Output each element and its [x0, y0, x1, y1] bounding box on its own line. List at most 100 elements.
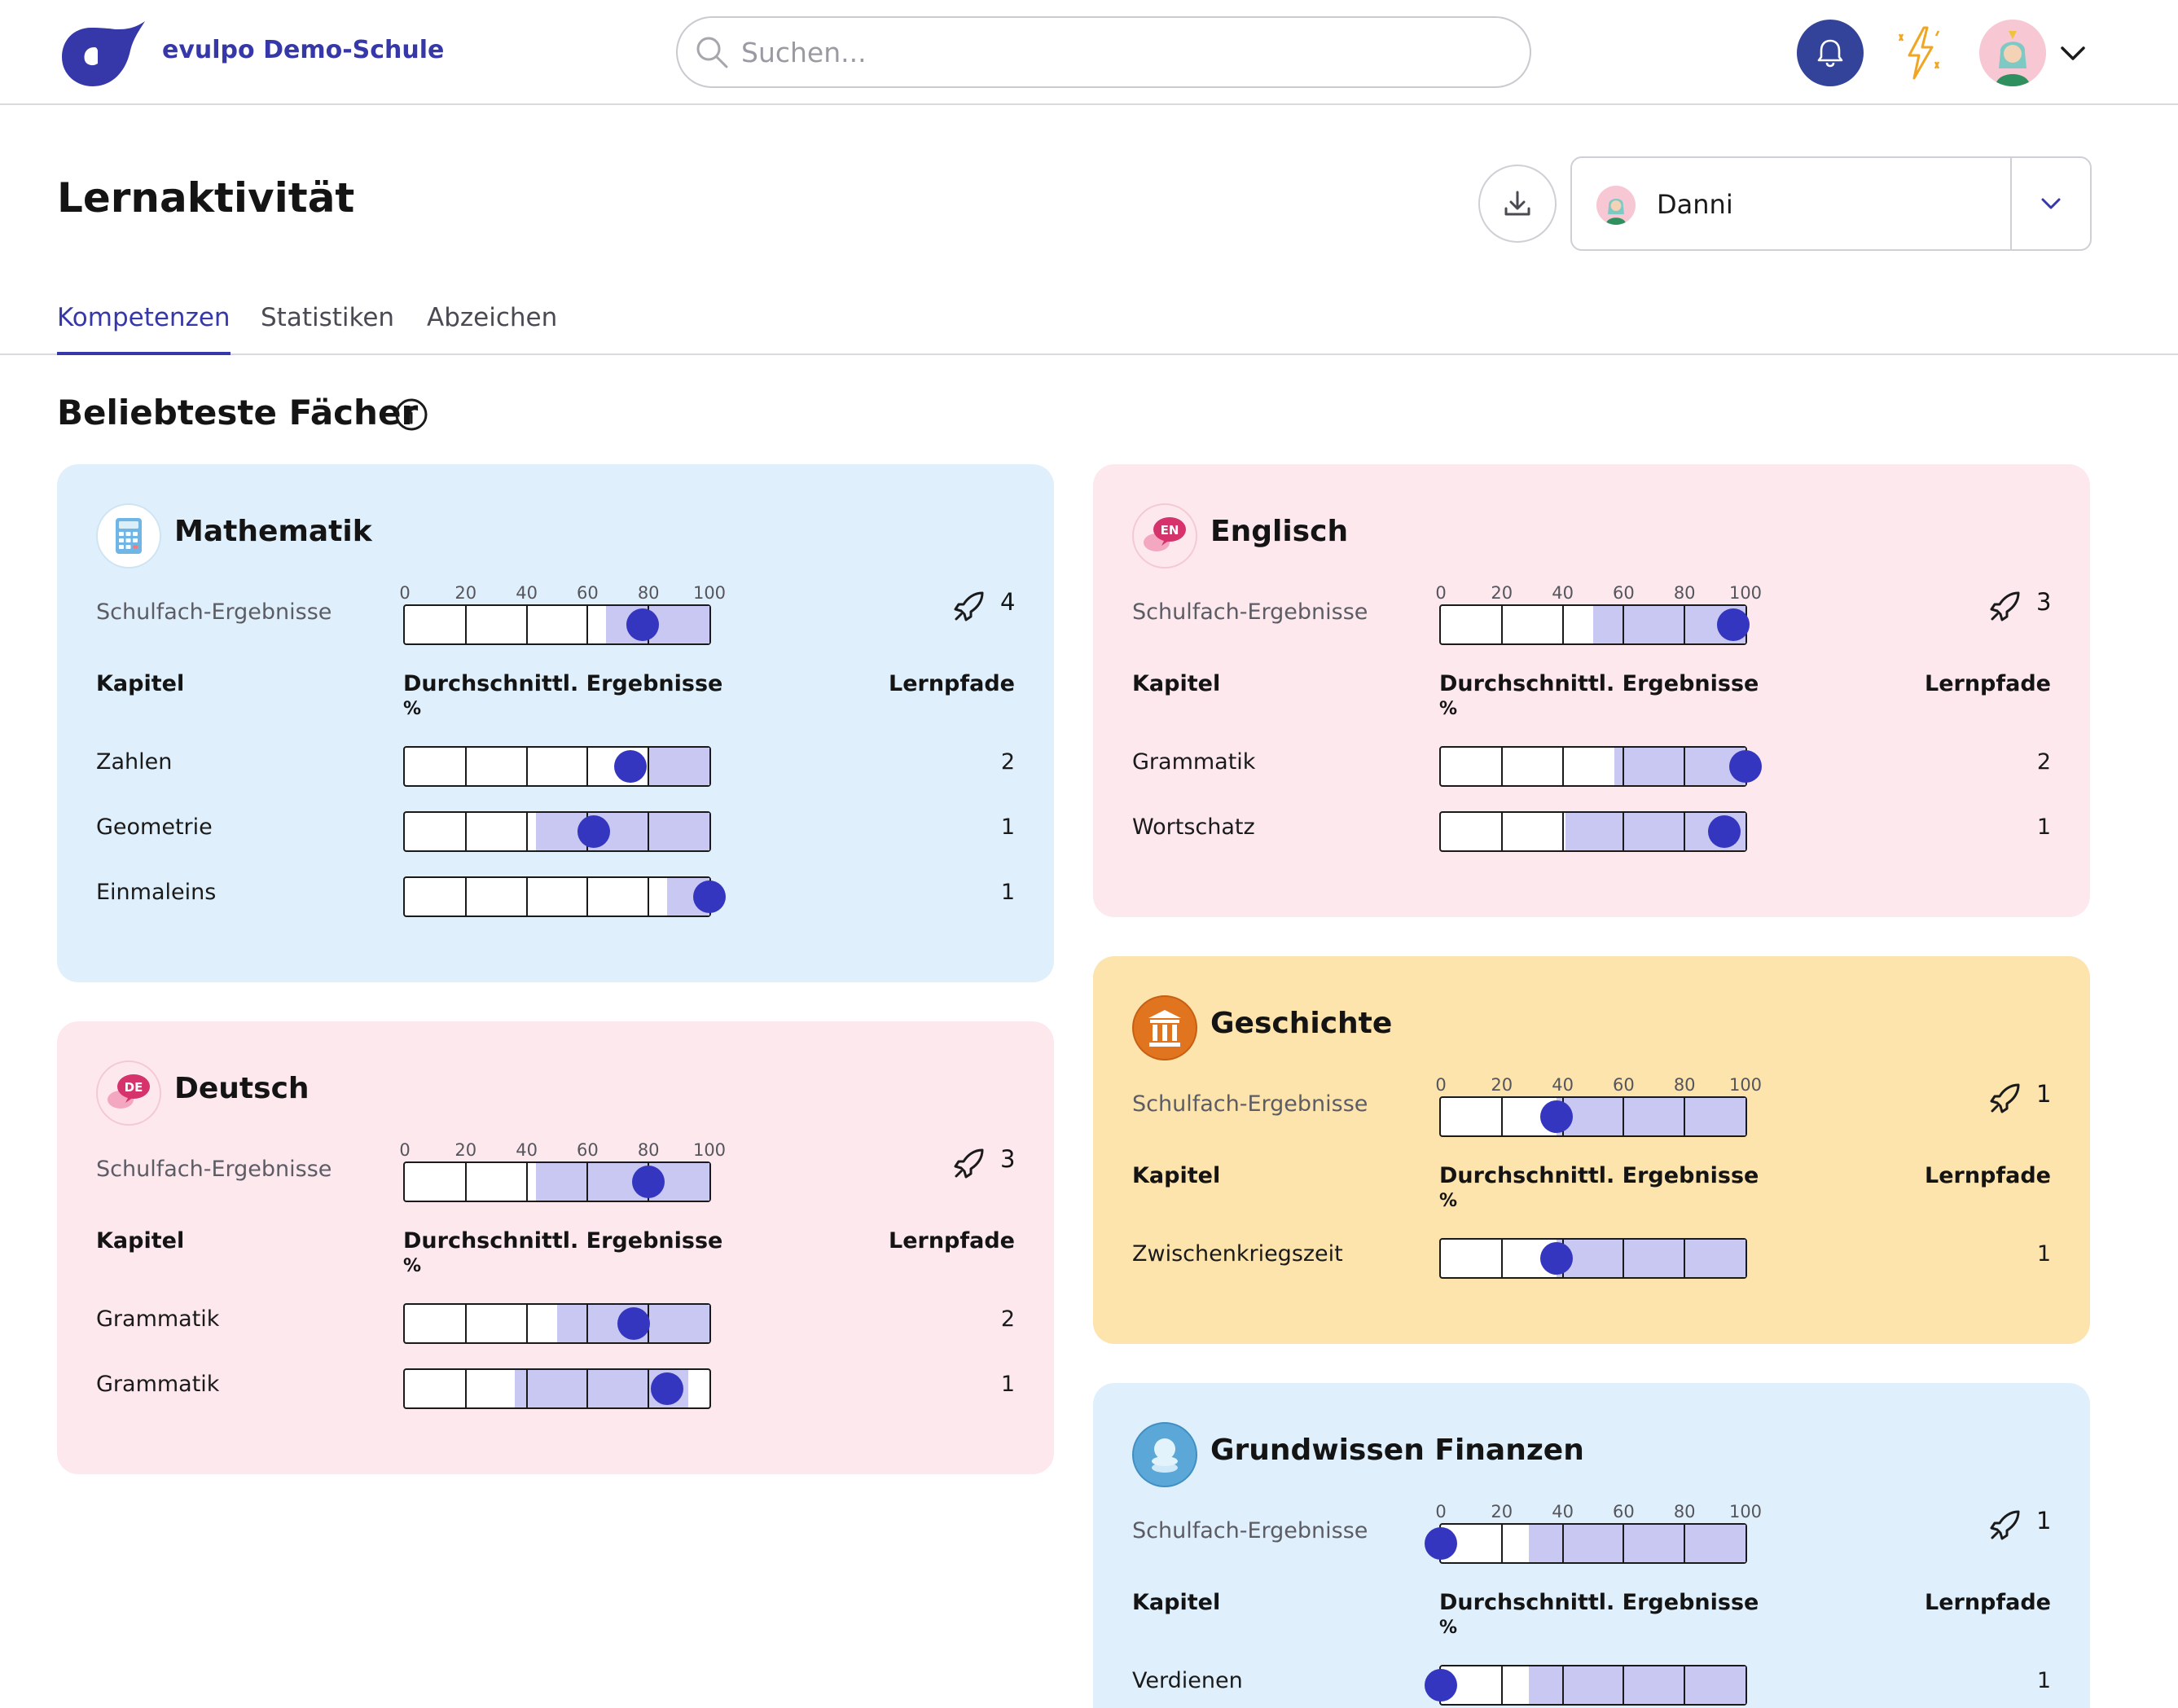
- bar-segment-divider: [1500, 813, 1503, 850]
- scale-ticks: 0 20 40 60 80 100: [399, 1140, 726, 1160]
- column-header-percent: %: [403, 1256, 422, 1276]
- bar-segment-divider: [648, 1370, 650, 1407]
- chapter-name: Zahlen: [96, 749, 173, 775]
- scale-tick: 80: [637, 1140, 660, 1160]
- bar-segment-divider: [464, 1305, 467, 1342]
- column-header-chapter: Kapitel: [96, 1228, 185, 1254]
- average-marker: [1707, 815, 1741, 848]
- scale-tick: 40: [516, 1140, 538, 1160]
- scale-tick: 40: [1552, 583, 1574, 603]
- tab-statistiken[interactable]: Statistiken: [261, 303, 395, 332]
- bar-segment-divider: [648, 748, 650, 785]
- scale-tick: 80: [637, 583, 660, 603]
- svg-text:EN: EN: [1161, 523, 1179, 538]
- column-header-percent: %: [1439, 699, 1458, 719]
- bar-segment-divider: [525, 878, 528, 915]
- subject-card[interactable]: Geschichte Schulfach-Ergebnisse 0 20 40 60 80 1…: [1093, 956, 2090, 1344]
- info-icon[interactable]: [394, 397, 428, 432]
- en-speech-icon: EN: [1132, 503, 1197, 569]
- chevron-down-icon[interactable]: [2035, 187, 2067, 220]
- subject-result-bar: [403, 604, 711, 645]
- bar-segment-divider: [464, 878, 467, 915]
- scale-tick: 20: [1491, 1075, 1513, 1095]
- section-title: Beliebteste Fächer: [57, 393, 419, 432]
- coins-icon: [1132, 1422, 1197, 1487]
- select-divider: [2010, 158, 2012, 249]
- average-marker: [1729, 750, 1762, 783]
- bar-segment-divider: [525, 1305, 528, 1342]
- column-header-chapter: Kapitel: [1132, 1163, 1221, 1188]
- bar-segment-divider: [1684, 1525, 1686, 1562]
- results-label: Schulfach-Ergebnisse: [1132, 1091, 1368, 1117]
- learning-paths-count: 3: [1000, 1145, 1016, 1173]
- scale-tick: 100: [692, 583, 727, 603]
- bar-segment-divider: [464, 813, 467, 850]
- average-marker: [1425, 1527, 1457, 1560]
- chapter-result-bar: [1439, 811, 1747, 852]
- download-button[interactable]: [1478, 165, 1557, 243]
- subject-card[interactable]: EN Englisch Schulfach-Ergebnisse 0 20 40 60 80 1…: [1093, 464, 2090, 917]
- scale-ticks: 0 20 40 60 80 100: [399, 583, 726, 603]
- results-label: Schulfach-Ergebnisse: [1132, 599, 1368, 625]
- chapter-result-bar: [1425, 1665, 1747, 1706]
- chapter-name: Grammatik: [96, 1372, 220, 1397]
- column-header-paths: Lernpfade: [1925, 1590, 2051, 1615]
- subject-card[interactable]: DE Deutsch Schulfach-Ergebnisse 0 20 40 60 80 10…: [57, 1021, 1054, 1474]
- scale-tick: 60: [577, 583, 599, 603]
- search-bar[interactable]: [676, 16, 1531, 88]
- lightning-icon[interactable]: [1891, 23, 1948, 83]
- column-header-paths: Lernpfade: [1925, 1163, 2051, 1188]
- page-title: Lernaktivität: [57, 174, 355, 222]
- subject-result-bar: [1439, 604, 1750, 645]
- scale-ticks: 0 20 40 60 80 100: [1435, 1075, 1762, 1095]
- subject-title: Deutsch: [174, 1072, 310, 1105]
- average-marker: [1540, 1100, 1574, 1133]
- chapter-paths-count: 2: [2036, 749, 2051, 775]
- bar-segment-divider: [525, 1370, 528, 1407]
- column-header-paths: Lernpfade: [889, 1228, 1015, 1254]
- scale-tick: 20: [454, 583, 477, 603]
- account-menu-chevron-icon[interactable]: [2056, 36, 2090, 70]
- subject-card[interactable]: Mathematik Schulfach-Ergebnisse 0 20 40 60 80 1…: [57, 464, 1054, 982]
- result-range-fill: [535, 813, 709, 850]
- columns-icon: [1132, 995, 1197, 1060]
- subject-result-bar: [1425, 1523, 1747, 1564]
- chapter-result-bar: [403, 1303, 711, 1344]
- bar-segment-divider: [1684, 1098, 1686, 1135]
- average-marker: [632, 1166, 665, 1198]
- brand-name[interactable]: evulpo Demo-Schule: [162, 36, 445, 64]
- scale-tick: 100: [1728, 1502, 1763, 1521]
- bar-segment-divider: [464, 1370, 467, 1407]
- bar-segment-divider: [1561, 813, 1564, 850]
- average-marker: [626, 608, 659, 641]
- search-input[interactable]: [741, 36, 1474, 68]
- subject-card[interactable]: Grundwissen Finanzen Schulfach-Ergebnisse…: [1093, 1383, 2090, 1708]
- result-range-fill: [648, 748, 709, 785]
- scale-tick: 80: [1673, 1075, 1696, 1095]
- tab-kompetenzen[interactable]: Kompetenzen: [57, 303, 231, 355]
- result-range-fill: [1614, 748, 1745, 785]
- scale-tick: 60: [577, 1140, 599, 1160]
- learning-paths-count: 3: [2036, 588, 2052, 616]
- notifications-button[interactable]: [1797, 20, 1864, 86]
- column-header-average: Durchschnittl. Ergebnisse: [403, 671, 723, 696]
- result-range-fill: [1557, 1098, 1745, 1135]
- chapter-name: Grammatik: [96, 1306, 220, 1332]
- average-marker: [613, 750, 647, 783]
- result-range-fill: [1529, 1525, 1745, 1562]
- column-header-percent: %: [403, 699, 422, 719]
- bar-segment-divider: [1500, 748, 1503, 785]
- bar-segment-divider: [586, 1370, 589, 1407]
- scale-tick: 0: [1435, 1502, 1447, 1521]
- tab-abzeichen[interactable]: Abzeichen: [427, 303, 558, 332]
- chapter-result-bar: [1439, 746, 1762, 787]
- scale-tick: 20: [1491, 583, 1513, 603]
- bar-segment-divider: [1500, 1666, 1503, 1704]
- column-header-percent: %: [1439, 1618, 1458, 1638]
- chapter-result-bar: [1439, 1238, 1747, 1279]
- evulpo-logo-icon[interactable]: [59, 18, 147, 88]
- bar-segment-divider: [1561, 748, 1564, 785]
- student-select[interactable]: Danni: [1570, 156, 2092, 251]
- bar-segment-divider: [464, 1163, 467, 1201]
- user-avatar[interactable]: [1979, 20, 2046, 86]
